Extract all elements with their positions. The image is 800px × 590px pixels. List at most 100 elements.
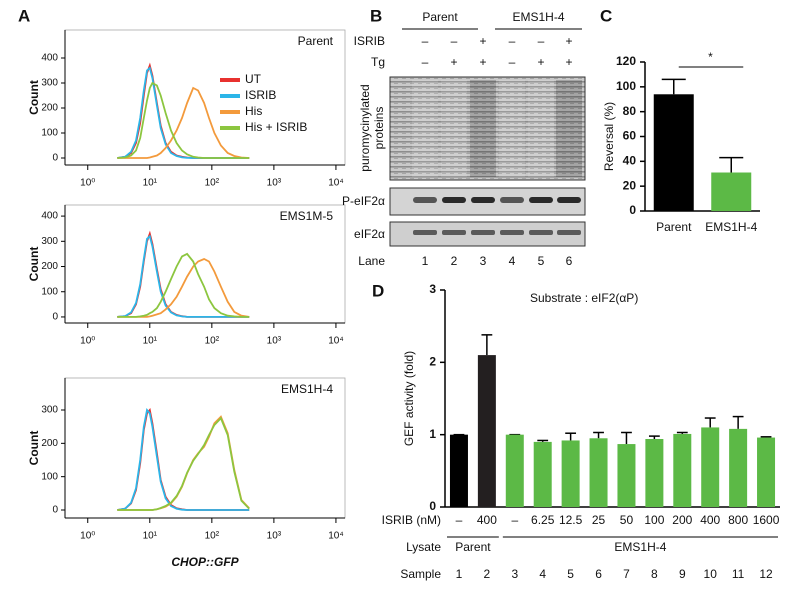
sample-number: 2 xyxy=(484,567,491,581)
lane-shade xyxy=(441,80,467,177)
sample-number: 12 xyxy=(759,567,773,581)
chart-subtitle: Substrate : eIF2(αP) xyxy=(530,291,638,305)
lane-shade xyxy=(528,80,554,177)
bar xyxy=(711,172,752,211)
y-tick-label: 300 xyxy=(41,405,58,416)
sample-number: 6 xyxy=(595,567,602,581)
treatment-sign: + xyxy=(479,55,486,69)
band xyxy=(413,197,437,203)
legend-label: UT xyxy=(245,72,262,86)
y-axis-label: Count xyxy=(27,431,41,466)
lane-shade xyxy=(470,80,496,177)
x-tick-label: 10⁴ xyxy=(328,178,343,189)
group-label: Parent xyxy=(455,540,491,554)
bar xyxy=(505,434,524,507)
treatment-sign: – xyxy=(422,34,429,48)
sample-number: 8 xyxy=(651,567,658,581)
sample-number: 5 xyxy=(567,567,574,581)
lane-number: 6 xyxy=(566,254,573,268)
band xyxy=(529,230,553,235)
y-tick-label: 0 xyxy=(52,505,58,516)
y-tick-label: 60 xyxy=(623,129,637,143)
plot-title: Parent xyxy=(298,34,334,48)
plot-title: EMS1H-4 xyxy=(281,382,333,396)
blot-label: eIF2α xyxy=(354,227,385,241)
y-tick-label: 100 xyxy=(616,79,636,93)
y-tick-label: 400 xyxy=(41,53,58,64)
legend-label: ISRIB xyxy=(245,88,276,102)
x-tick-label: 10¹ xyxy=(143,336,158,347)
bar xyxy=(477,355,496,507)
lane-number: 2 xyxy=(451,254,458,268)
y-tick-label: 100 xyxy=(41,286,58,297)
isrib-dose: 1600 xyxy=(753,513,780,527)
y-tick-label: 200 xyxy=(41,103,58,114)
y-axis-label: GEF activity (fold) xyxy=(402,351,416,446)
x-tick-label: 10⁰ xyxy=(80,336,95,347)
x-axis-label: CHOP::GFP xyxy=(171,555,239,569)
significance-mark: * xyxy=(708,50,713,64)
y-tick-label: 200 xyxy=(41,438,58,449)
treatment-sign: + xyxy=(537,55,544,69)
lane-shade xyxy=(499,80,525,177)
isrib-dose: 400 xyxy=(700,513,720,527)
lane-shade xyxy=(412,80,438,177)
x-tick-label: 10⁴ xyxy=(328,531,343,542)
sample-number: 11 xyxy=(732,567,745,581)
bar xyxy=(589,438,608,507)
y-tick-label: 400 xyxy=(41,211,58,222)
band xyxy=(471,230,495,235)
y-tick-label: 0 xyxy=(629,203,636,217)
band xyxy=(529,197,553,203)
x-tick-label: 10³ xyxy=(267,178,282,189)
sample-number: 9 xyxy=(679,567,686,581)
blot-group: Parent xyxy=(422,10,458,24)
histogram-curve xyxy=(117,407,250,511)
x-tick-label: 10² xyxy=(205,336,220,347)
legend-label: His xyxy=(245,104,262,118)
sample-number: 1 xyxy=(456,567,463,581)
band xyxy=(500,197,524,203)
band xyxy=(557,230,581,235)
histogram-curve xyxy=(117,416,250,511)
bar xyxy=(653,94,694,211)
y-tick-label: 80 xyxy=(623,104,637,118)
isrib-dose: 800 xyxy=(728,513,748,527)
band xyxy=(413,230,437,235)
blot-label: proteins xyxy=(372,107,386,150)
histogram-curve xyxy=(117,81,250,159)
treatment-sign: – xyxy=(509,34,516,48)
lane-number: 5 xyxy=(538,254,545,268)
y-tick-label: 100 xyxy=(41,128,58,139)
y-tick-label: 0 xyxy=(52,312,58,323)
x-tick-label: 10³ xyxy=(267,531,282,542)
y-tick-label: 40 xyxy=(623,154,637,168)
panel-letter: B xyxy=(370,6,382,25)
group-label: EMS1H-4 xyxy=(614,540,666,554)
treatment-sign: – xyxy=(538,34,545,48)
x-tick-label: EMS1H-4 xyxy=(705,220,757,234)
histogram-curve xyxy=(117,252,250,318)
isrib-dose: 400 xyxy=(477,513,497,527)
bar xyxy=(561,440,580,507)
sample-number: 3 xyxy=(511,567,518,581)
band xyxy=(557,197,581,203)
bar xyxy=(617,444,636,507)
plot-title: EMS1M-5 xyxy=(280,209,334,223)
x-tick-label: 10¹ xyxy=(143,531,158,542)
x-tick-label: 10² xyxy=(205,531,220,542)
blot-label: P-eIF2α xyxy=(342,194,385,208)
isrib-dose: 12.5 xyxy=(559,513,583,527)
panel-letter: C xyxy=(600,6,612,25)
treatment-sign: + xyxy=(479,34,486,48)
treatment-sign: + xyxy=(450,55,457,69)
y-axis-label: Count xyxy=(27,247,41,282)
treatment-sign: – xyxy=(509,55,516,69)
isrib-dose: 200 xyxy=(672,513,692,527)
y-tick-label: 200 xyxy=(41,261,58,272)
bar xyxy=(701,427,720,507)
y-tick-label: 120 xyxy=(616,54,636,68)
x-tick-label: 10¹ xyxy=(143,178,158,189)
y-tick-label: 0 xyxy=(429,499,436,513)
